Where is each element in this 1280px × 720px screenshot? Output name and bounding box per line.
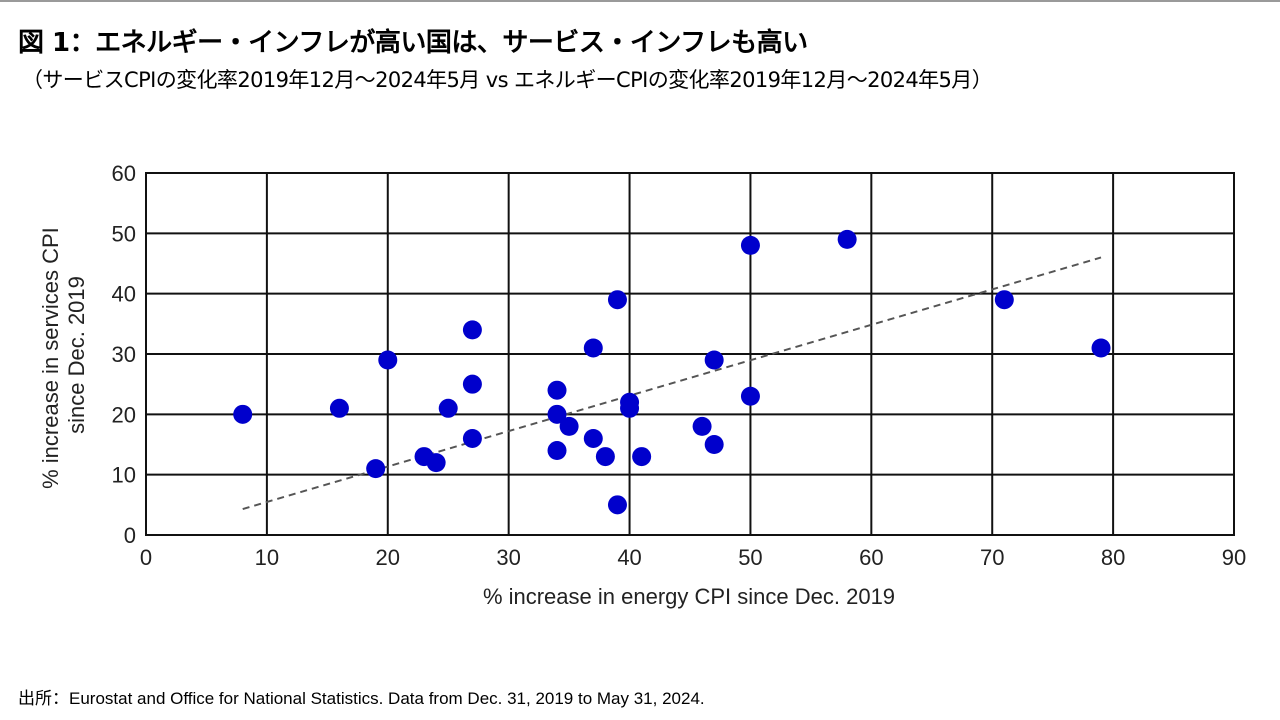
x-tick-label: 60 — [859, 545, 883, 570]
x-tick-label: 0 — [140, 545, 152, 570]
x-tick-label: 30 — [496, 545, 520, 570]
scatter-point — [378, 350, 398, 370]
scatter-point — [620, 398, 640, 418]
y-axis-title: % increase in services CPI since Dec. 20… — [38, 221, 89, 489]
y-axis-title-line-1: % increase in services CPI — [38, 227, 63, 489]
x-axis-title: % increase in energy CPI since Dec. 2019 — [483, 584, 895, 609]
y-tick-labels: 0 10 20 30 40 50 60 — [112, 161, 136, 548]
x-tick-label: 20 — [376, 545, 400, 570]
scatter-point — [994, 290, 1014, 310]
scatter-point — [462, 320, 482, 340]
scatter-point — [547, 441, 567, 461]
source-note: 出所：Eurostat and Office for National Stat… — [18, 689, 705, 708]
x-tick-label: 10 — [255, 545, 279, 570]
plot-frame — [145, 172, 1235, 536]
y-axis-title-line-2: since Dec. 2019 — [64, 276, 89, 434]
scatter-chart: 0 10 20 30 40 50 60 70 80 90 0 10 20 30 40 50 60 % incr… — [38, 161, 1246, 609]
scatter-point — [632, 447, 652, 467]
trendline — [242, 256, 1102, 511]
scatter-point — [595, 447, 615, 467]
scatter-point — [692, 416, 712, 436]
scatter-point — [583, 338, 603, 358]
x-tick-label: 40 — [617, 545, 641, 570]
y-tick-label: 60 — [112, 161, 136, 186]
scatter-point — [547, 404, 567, 424]
x-tick-label: 90 — [1222, 545, 1246, 570]
y-tick-label: 50 — [112, 221, 136, 246]
scatter-point — [426, 453, 446, 473]
scatter-point — [607, 290, 627, 310]
trendline-layer — [242, 256, 1102, 511]
y-tick-label: 0 — [124, 523, 136, 548]
page-subtitle: （サービスCPIの変化率2019年12月～2024年5月 vs エネルギーCPI… — [22, 68, 993, 92]
grid-layer — [146, 173, 1234, 535]
scatter-point — [438, 398, 458, 418]
x-tick-label: 50 — [738, 545, 762, 570]
page-title: 図 1：エネルギー・インフレが高い国は、サービス・インフレも高い — [18, 28, 808, 58]
scatter-point — [233, 404, 253, 424]
points-layer — [233, 229, 1111, 515]
scatter-point — [1091, 338, 1111, 358]
x-tick-labels: 0 10 20 30 40 50 60 70 80 90 — [140, 545, 1246, 570]
plot-border — [145, 172, 1235, 536]
x-tick-label: 70 — [980, 545, 1004, 570]
scatter-point — [740, 235, 760, 255]
y-tick-label: 20 — [112, 402, 136, 427]
scatter-point — [329, 398, 349, 418]
scatter-point — [740, 386, 760, 406]
scatter-point — [559, 416, 579, 436]
scatter-point — [547, 380, 567, 400]
scatter-point — [704, 435, 724, 454]
y-tick-label: 30 — [112, 342, 136, 367]
scatter-point — [583, 428, 603, 448]
scatter-point — [462, 428, 482, 448]
top-rule — [0, 0, 1280, 2]
scatter-point — [837, 229, 857, 249]
scatter-point — [607, 495, 627, 515]
scatter-point — [462, 374, 482, 394]
y-tick-label: 10 — [112, 463, 136, 488]
y-tick-label: 40 — [112, 282, 136, 307]
scatter-point — [704, 350, 724, 370]
x-tick-label: 80 — [1101, 545, 1125, 570]
scatter-point — [366, 459, 386, 479]
